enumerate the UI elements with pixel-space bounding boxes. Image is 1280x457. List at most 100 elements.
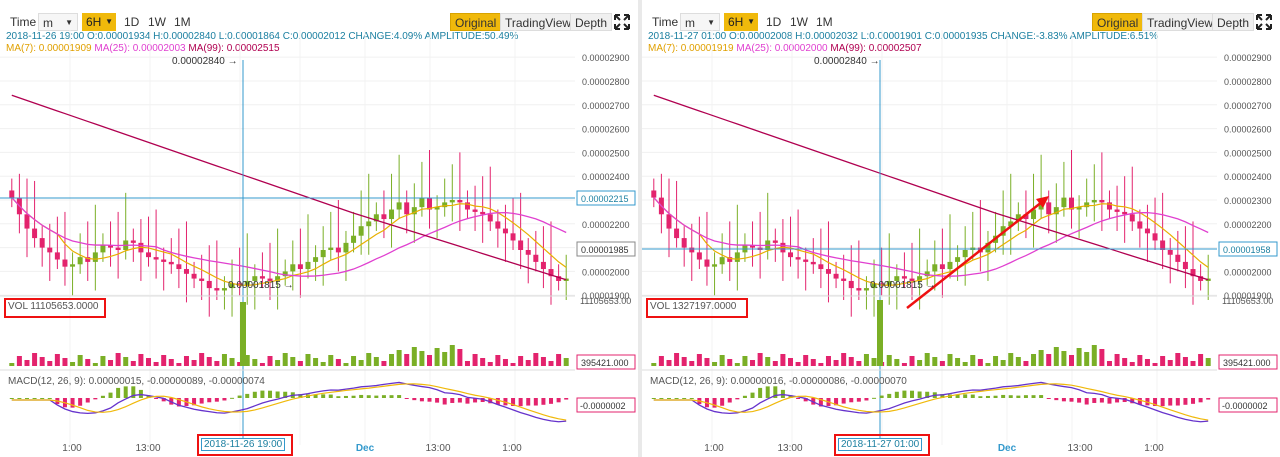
volume-bar bbox=[320, 362, 326, 366]
macd-bar bbox=[313, 394, 318, 398]
macd-bar bbox=[1206, 398, 1211, 400]
macd-bar bbox=[856, 398, 861, 402]
candle-body bbox=[1198, 276, 1204, 281]
volume-bar bbox=[244, 355, 250, 366]
macd-bar bbox=[9, 398, 14, 399]
depth-button[interactable]: Depth bbox=[570, 13, 613, 31]
candle-body bbox=[525, 250, 531, 255]
macd-bar bbox=[412, 398, 417, 401]
volume-bar bbox=[734, 363, 740, 366]
candle-body bbox=[130, 240, 136, 243]
macd-bar bbox=[442, 398, 447, 405]
candle-body bbox=[666, 214, 672, 229]
candle-body bbox=[146, 252, 151, 258]
volume-bar bbox=[1152, 363, 1158, 366]
macd-dea-line bbox=[11, 383, 567, 421]
y-tick-label: 0.00002500 bbox=[1224, 148, 1272, 158]
candle-body bbox=[894, 276, 900, 281]
candle-body bbox=[510, 233, 516, 241]
candle-body bbox=[947, 261, 953, 270]
candle-body bbox=[1008, 221, 1014, 227]
volume-bar bbox=[183, 356, 189, 366]
candle-body bbox=[282, 271, 288, 277]
candlestick-chart[interactable]: 0.00002900 0.00002800 0.00002700 0.00002600… bbox=[0, 0, 638, 457]
macd-bar bbox=[872, 397, 877, 399]
interval-6h-select[interactable]: 6H ▼ bbox=[724, 13, 758, 31]
volume-bar bbox=[480, 358, 486, 366]
macd-bar bbox=[154, 398, 159, 399]
candle-body bbox=[955, 257, 961, 262]
chart-panel-right: Time m ▼ 6H ▼ 1D 1W 1M Original TradingVie… bbox=[642, 0, 1280, 457]
macd-bar bbox=[78, 398, 83, 406]
volume-bar bbox=[464, 361, 470, 366]
volume-bar bbox=[1122, 358, 1128, 366]
candlestick-chart[interactable]: 0.00002900 0.00002800 0.00002700 0.00002600… bbox=[642, 0, 1280, 457]
candle-body bbox=[229, 283, 235, 289]
macd-bar bbox=[207, 398, 212, 403]
interval-1m-button[interactable]: 1M bbox=[174, 15, 191, 29]
volume-bar bbox=[818, 363, 824, 366]
volume-bar bbox=[1023, 361, 1029, 366]
candle-body bbox=[788, 252, 793, 258]
macd-bar bbox=[674, 398, 679, 399]
volume-bar bbox=[863, 354, 869, 366]
macd-bar bbox=[1099, 398, 1104, 403]
macd-bar bbox=[1122, 398, 1127, 403]
fullscreen-icon[interactable] bbox=[1256, 14, 1272, 30]
candle-body bbox=[297, 264, 303, 270]
volume-bar bbox=[742, 356, 748, 366]
macd-label: MACD(12, 26, 9): 0.00000015, -0.00000089… bbox=[8, 376, 265, 387]
macd-bar bbox=[123, 386, 128, 398]
interval-1m-button[interactable]: 1M bbox=[816, 15, 833, 29]
macd-bar bbox=[834, 398, 839, 406]
volume-bar bbox=[993, 356, 999, 366]
tradingview-button[interactable]: TradingView bbox=[500, 13, 577, 31]
tradingview-button[interactable]: TradingView bbox=[1142, 13, 1219, 31]
macd-value-box bbox=[576, 397, 636, 413]
depth-button[interactable]: Depth bbox=[1212, 13, 1255, 31]
candle-body bbox=[719, 257, 725, 265]
volume-bar bbox=[765, 357, 771, 366]
volume-bar bbox=[825, 356, 831, 366]
candle-body bbox=[1053, 207, 1059, 215]
macd-bar bbox=[495, 398, 500, 405]
interval-1w-button[interactable]: 1W bbox=[790, 15, 808, 29]
candle-body bbox=[206, 280, 212, 289]
original-view-button[interactable]: Original bbox=[1092, 13, 1144, 31]
candle-body bbox=[727, 257, 733, 262]
minute-select[interactable]: m ▼ bbox=[680, 13, 720, 31]
macd-bar bbox=[1168, 398, 1173, 406]
macd-bar bbox=[902, 390, 907, 398]
macd-bar bbox=[970, 394, 975, 398]
candle-body bbox=[85, 257, 91, 262]
interval-6h-select[interactable]: 6H ▼ bbox=[82, 13, 116, 31]
x-tick-label: Dec bbox=[356, 443, 375, 454]
macd-bar bbox=[689, 398, 694, 399]
minute-select[interactable]: m ▼ bbox=[38, 13, 78, 31]
ma25-line bbox=[653, 197, 1209, 277]
candle-body bbox=[70, 264, 76, 267]
macd-histogram bbox=[9, 386, 569, 408]
candle-body bbox=[924, 271, 930, 277]
volume-bar bbox=[750, 360, 756, 366]
volume-bar bbox=[366, 353, 372, 366]
volume-bar bbox=[719, 355, 725, 366]
volume-bar bbox=[977, 359, 983, 366]
volume-bar bbox=[206, 357, 212, 366]
interval-1d-button[interactable]: 1D bbox=[766, 15, 782, 29]
volume-bar bbox=[1069, 355, 1074, 366]
volume-bar bbox=[901, 363, 907, 366]
macd-bar bbox=[366, 395, 371, 398]
fullscreen-icon[interactable] bbox=[614, 14, 630, 30]
vol-label: VOL 1327197.0000 bbox=[650, 301, 737, 312]
interval-1d-button[interactable]: 1D bbox=[124, 15, 140, 29]
macd-bar bbox=[1023, 395, 1028, 398]
last-price-box bbox=[576, 241, 636, 257]
macd-bar bbox=[1137, 398, 1142, 405]
macd-bar bbox=[146, 395, 151, 398]
volume-bar bbox=[457, 349, 463, 366]
interval-1w-button[interactable]: 1W bbox=[148, 15, 166, 29]
candle-body bbox=[39, 238, 45, 248]
candle-body bbox=[328, 247, 334, 250]
volume-bar bbox=[917, 360, 923, 366]
